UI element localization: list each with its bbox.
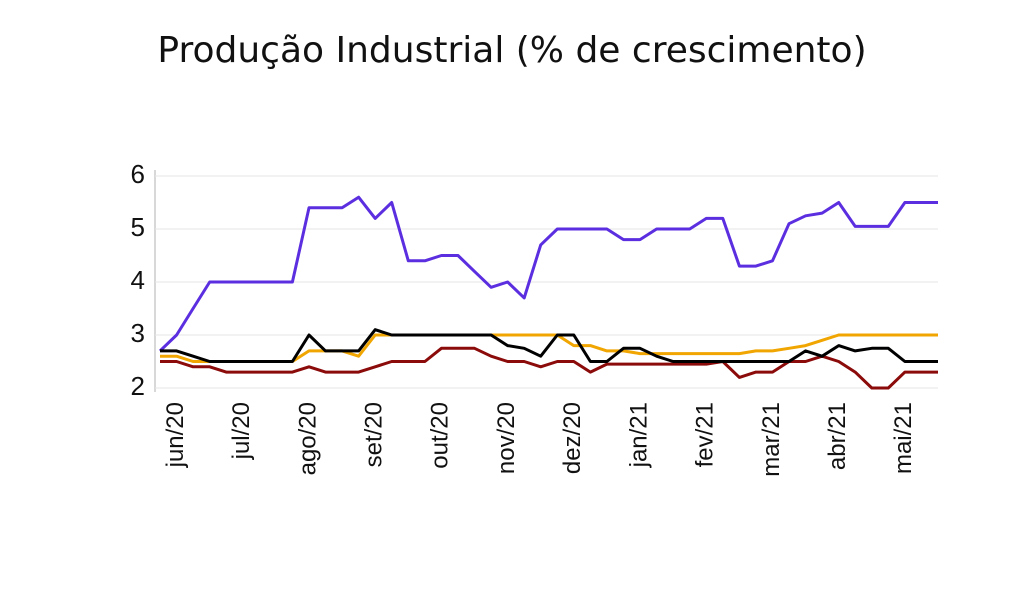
y-tick-label: 2 [131,371,145,401]
x-tick-label: set/20 [361,402,388,467]
x-tick-label: nov/20 [493,402,520,474]
y-tick-label: 5 [131,212,145,242]
x-tick-label: ago/20 [294,402,321,475]
x-tick-label: mar/21 [758,402,785,477]
series-line [158,195,938,352]
x-tick-label: jul/20 [228,402,255,460]
x-tick-label: abr/21 [824,402,851,470]
y-tick-label: 4 [131,265,145,295]
y-tick-label: 3 [131,318,145,348]
x-tick-label: mai/21 [890,402,917,474]
x-tick-label: dez/20 [559,402,586,474]
chart-title: Produção Industrial (% de crescimento) [157,30,866,71]
x-tick-label: out/20 [427,402,454,469]
x-tick-label: jun/20 [162,402,189,468]
x-tick-label: fev/21 [692,402,719,467]
x-tick-label: jan/21 [625,402,652,468]
series-line [160,328,938,363]
series-line [160,346,938,390]
y-tick-label: 6 [131,159,145,189]
